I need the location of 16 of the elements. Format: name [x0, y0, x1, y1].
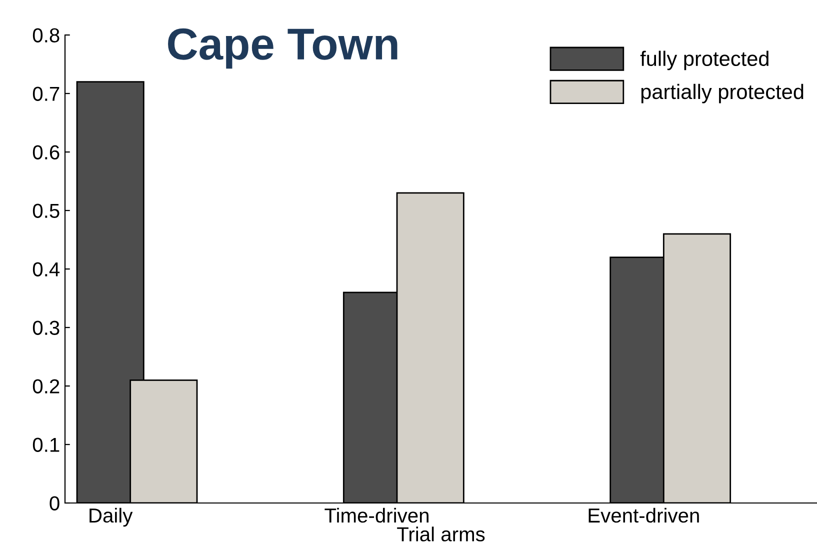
x-tick-label: Daily: [90, 508, 133, 527]
y-tick-label: 0.3: [32, 320, 60, 335]
x-tick-label: Event-driven: [588, 508, 699, 523]
y-tick-label: 0.7: [32, 86, 60, 101]
y-tick-label: 0.6: [32, 145, 60, 160]
x-axis-title: Trial arms: [397, 526, 485, 542]
y-tick-label: 0.4: [32, 262, 60, 276]
legend-label: fully protected: [640, 50, 768, 70]
y-tick-label: 0.8: [32, 28, 60, 42]
chart-title: Cape Town: [168, 28, 398, 69]
y-tick-label: 0.5: [32, 204, 60, 218]
y-tick-label: 0.2: [32, 379, 60, 394]
y-tick-label: 0.1: [32, 438, 60, 452]
y-tick-label: 0: [50, 496, 60, 510]
legend-label: partially protected: [641, 84, 804, 104]
x-tick-label: Time-driven: [324, 508, 428, 523]
